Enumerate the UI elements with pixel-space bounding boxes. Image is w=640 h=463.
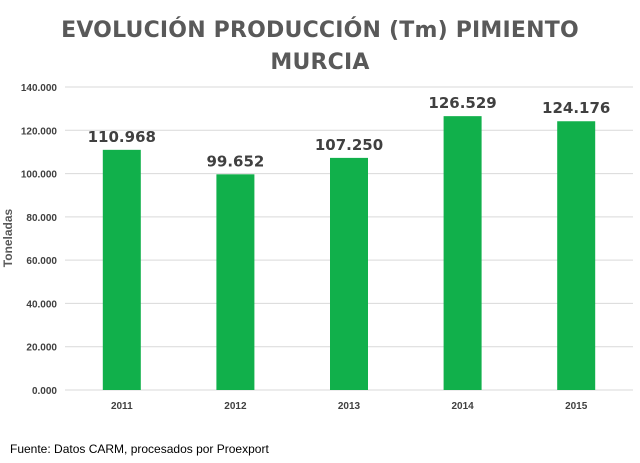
y-tick-label: 80.000 <box>26 213 57 224</box>
y-tick-label: 140.000 <box>21 83 58 94</box>
y-tick-label: 60.000 <box>26 256 57 267</box>
data-label-2012: 99.652 <box>206 152 264 170</box>
y-tick-label: 120.000 <box>21 126 58 137</box>
data-label-2014: 126.529 <box>428 94 496 112</box>
data-label-2015: 124.176 <box>542 99 610 117</box>
x-tick-label-2011: 2011 <box>111 401 133 412</box>
bar-2012 <box>216 174 255 390</box>
data-label-2011: 110.968 <box>88 128 156 146</box>
x-tick-label-2012: 2012 <box>224 401 247 412</box>
data-label-2013: 107.250 <box>315 136 383 154</box>
chart-title-line-2: MURCIA <box>270 50 370 75</box>
y-tick-label: 20.000 <box>26 343 57 354</box>
bar-2011 <box>102 149 141 390</box>
y-tick-label: 40.000 <box>26 299 57 310</box>
bar-2014 <box>443 116 482 390</box>
y-axis-label: Toneladas <box>1 208 15 267</box>
x-tick-label-2015: 2015 <box>565 401 588 412</box>
source-note: Fuente: Datos CARM, procesados por Proex… <box>10 442 269 456</box>
bar-2015 <box>557 121 596 391</box>
x-tick-label-2014: 2014 <box>451 401 474 412</box>
y-tick-label: 0.000 <box>32 386 57 397</box>
x-tick-label-2013: 2013 <box>338 401 361 412</box>
chart-title-line-1: EVOLUCIÓN PRODUCCIÓN (Tm) PIMIENTO <box>61 18 579 43</box>
y-tick-label: 100.000 <box>21 170 58 181</box>
bar-2013 <box>330 157 368 390</box>
